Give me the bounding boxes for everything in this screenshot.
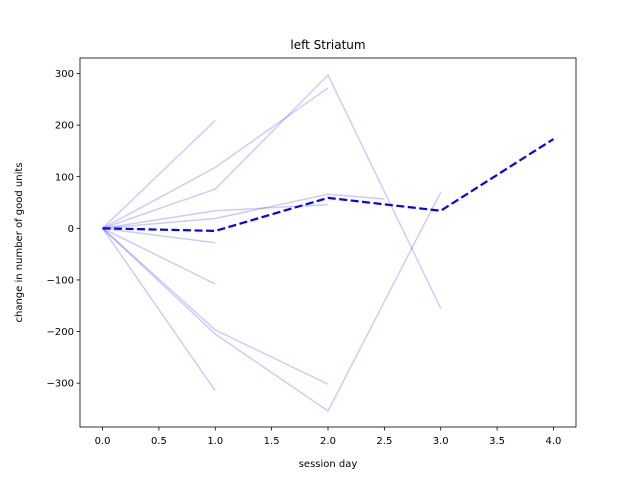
individual-series-line-1 [102, 119, 216, 229]
individual-series-line-4 [102, 203, 329, 230]
y-tick-label: 0 [68, 224, 74, 235]
y-axis-ticks: −300 −200 −100 0 100 200 300 [47, 69, 80, 390]
y-tick-label: −100 [47, 276, 74, 287]
individual-series-line-9 [102, 191, 442, 412]
x-tick-label: 3.0 [433, 436, 449, 447]
individual-series-line-6 [102, 227, 216, 244]
x-tick-label: 2.5 [376, 436, 392, 447]
y-tick-label: 300 [55, 69, 74, 80]
y-tick-label: 100 [55, 172, 74, 183]
x-axis-label: session day [299, 459, 358, 470]
individual-series-line-5 [102, 193, 385, 230]
mean-series-line [102, 138, 555, 232]
individual-series-line-3 [102, 74, 442, 309]
y-tick-label: 200 [55, 121, 74, 132]
individual-series-line-7 [102, 227, 216, 285]
individual-series-line-10 [101, 227, 216, 392]
individual-series-line-2 [102, 87, 329, 229]
x-tick-label: 0.0 [95, 436, 111, 447]
chart-title: left Striatum [290, 38, 365, 52]
y-axis-label: change in number of good units [14, 163, 25, 323]
x-axis-ticks: 0.0 0.5 1.0 1.5 2.0 2.5 3.0 3.5 4.0 [95, 427, 562, 447]
x-tick-label: 0.5 [151, 436, 167, 447]
x-tick-label: 1.0 [207, 436, 223, 447]
y-tick-label: −200 [47, 327, 74, 338]
plot-lines [101, 74, 555, 412]
x-tick-label: 2.0 [320, 436, 336, 447]
x-tick-label: 1.5 [264, 436, 280, 447]
y-tick-label: −300 [47, 379, 74, 390]
x-tick-label: 3.5 [489, 436, 505, 447]
x-tick-label: 4.0 [546, 436, 562, 447]
individual-series-line-8 [102, 227, 329, 385]
